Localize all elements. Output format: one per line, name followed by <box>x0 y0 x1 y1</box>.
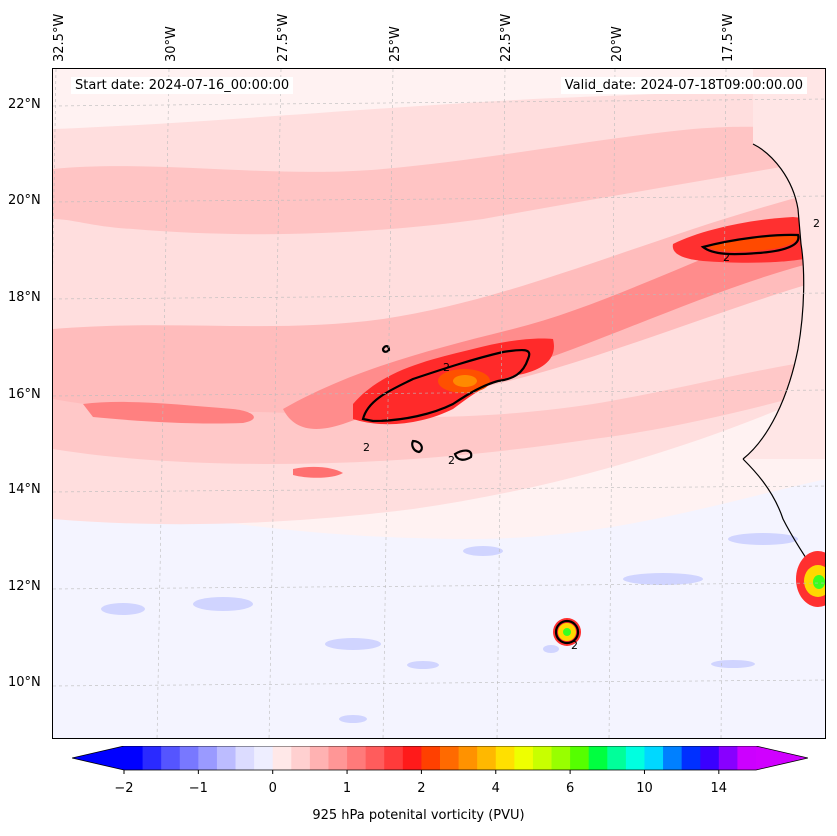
contour-label: 2 <box>448 454 455 467</box>
field-orange-center <box>453 375 477 387</box>
colorbar-segment <box>514 746 534 770</box>
gridlines <box>53 69 825 738</box>
colorbar-extend-max <box>756 746 808 770</box>
colorbar-segment <box>718 746 738 770</box>
pv2-contour-small-b <box>411 439 423 454</box>
colorbar-segment <box>625 746 645 770</box>
colorbar-tick-label: 14 <box>710 781 728 796</box>
contour-label: 2 <box>723 251 730 264</box>
colorbar-segment <box>216 746 237 770</box>
start-date-label: Start date: 2024-07-16_00:00:00 <box>71 77 294 94</box>
colorbar-label: 925 hPa potenital vorticity (PVU) <box>312 808 525 823</box>
field-red-blob <box>293 466 343 478</box>
lat-label: 10°N <box>8 675 41 690</box>
colorbar-segment <box>477 746 497 770</box>
contour-label: 2 <box>571 639 578 652</box>
colorbar-tick-label: 10 <box>636 781 653 796</box>
field-pink-streak <box>53 189 825 427</box>
colorbar-segment <box>570 746 590 770</box>
lat-label: 16°N <box>8 387 41 402</box>
field-land-west-africa <box>743 69 825 459</box>
contour-label: 2 <box>443 361 450 374</box>
colorbar-segment <box>198 746 218 770</box>
lat-label: 20°N <box>8 193 41 208</box>
colorbar-extend-min <box>72 746 124 770</box>
colorbar <box>72 746 808 774</box>
colorbar-segment <box>663 746 683 770</box>
colorbar-segment <box>235 746 255 770</box>
field-red-streak-west <box>83 401 254 424</box>
colorbar-segment <box>328 746 348 770</box>
pv2-contour-main <box>361 348 531 423</box>
lat-label: 12°N <box>8 579 41 594</box>
colorbar-segment <box>737 746 757 770</box>
lon-label: 27.5°W <box>276 13 291 62</box>
colorbar-segment <box>309 746 329 770</box>
pv2-contours <box>361 233 800 645</box>
colorbar-segment <box>495 746 515 770</box>
colorbar-tick-label: 1 <box>342 781 352 796</box>
map-panel: 2 2 2 2 2 2 Start date: 2024-07-16_00:00… <box>52 68 826 739</box>
field-hotspot-green <box>563 628 571 636</box>
pv2-contour-small-a <box>453 449 473 461</box>
colorbar-tick-label: 4 <box>491 781 500 796</box>
lon-label: 22.5°W <box>499 13 514 62</box>
colorbar-segment <box>365 746 385 770</box>
lon-label: 25°W <box>388 26 403 62</box>
field-coastal-green <box>813 575 825 589</box>
field-pink-streak-north <box>53 126 825 235</box>
pv-field-map <box>53 69 825 738</box>
lat-label: 14°N <box>8 482 41 497</box>
colorbar-segment <box>440 746 460 770</box>
colorbar-tick-label: −2 <box>114 781 134 796</box>
field-low-pv-band <box>53 479 825 738</box>
field-pink-streak-south <box>53 359 825 464</box>
colorbar-segment <box>551 746 571 770</box>
field-negative-patches <box>101 533 798 723</box>
colorbar-segment <box>291 746 311 770</box>
lon-label: 30°W <box>164 26 179 62</box>
colorbar-segment <box>644 746 664 770</box>
colorbar-segment <box>179 746 199 770</box>
colorbar-segment <box>458 746 478 770</box>
colorbar-tick-label: 6 <box>565 781 575 796</box>
colorbar-segment <box>272 746 292 770</box>
colorbar-segment <box>700 746 720 770</box>
colorbar-segment <box>588 746 608 770</box>
colorbar-segment <box>384 746 404 770</box>
contour-label: 2 <box>363 441 370 454</box>
lon-label: 17.5°W <box>721 13 736 62</box>
colorbar-segment <box>124 746 144 770</box>
colorbar-segment <box>532 746 553 770</box>
colorbar-segment <box>347 746 367 770</box>
lon-label: 20°W <box>610 26 625 62</box>
colorbar-segment <box>421 746 441 770</box>
colorbar-tick-label: 0 <box>268 781 277 796</box>
pv2-contour-ne <box>700 233 800 256</box>
pv2-contour-small-c <box>381 345 391 353</box>
colorbar-segment <box>254 746 274 770</box>
colorbar-segment <box>402 746 422 770</box>
pv2-contour-hotspot <box>554 619 580 645</box>
coastline <box>742 143 805 460</box>
lat-label: 22°N <box>8 97 41 112</box>
colorbar-tick-label: −1 <box>188 781 208 796</box>
colorbar-segment <box>607 746 627 770</box>
lat-label: 18°N <box>8 290 41 305</box>
contour-label: 2 <box>813 217 820 230</box>
colorbar-segment <box>161 746 181 770</box>
colorbar-segment <box>681 746 701 770</box>
valid-date-label: Valid_date: 2024-07-18T09:00:00.00 <box>560 77 807 94</box>
colorbar-segment <box>142 746 162 770</box>
field-ne-orange <box>708 234 798 252</box>
lon-label: 32.5°W <box>52 13 67 62</box>
colorbar-tick-label: 2 <box>417 781 426 796</box>
